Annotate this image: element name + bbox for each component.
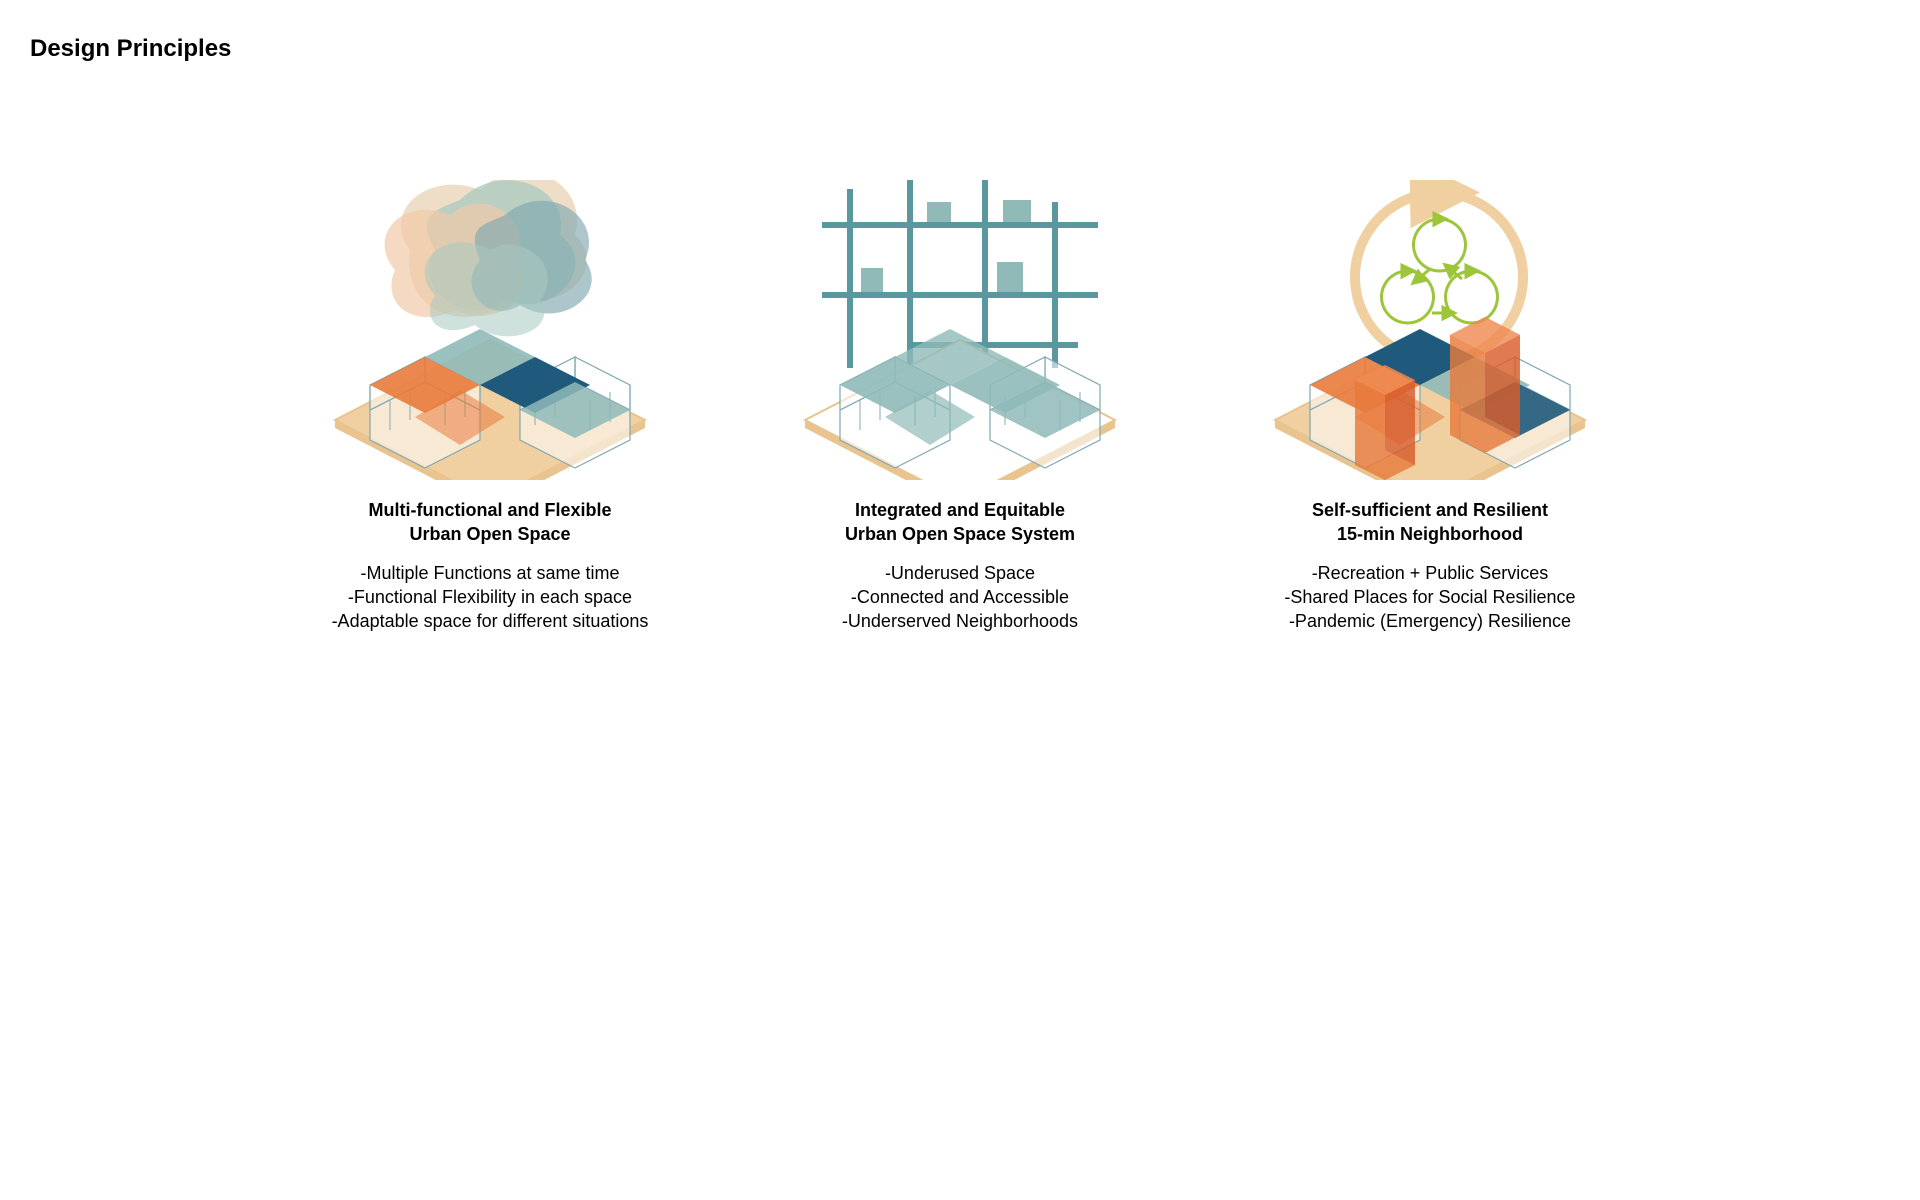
diagram-integrated <box>770 180 1150 480</box>
page-title: Design Principles <box>30 35 231 63</box>
title-line: 15-min Neighborhood <box>1284 522 1575 546</box>
principles-row: Multi-functional and Flexible Urban Open… <box>0 180 1920 633</box>
bullet: -Adaptable space for different situation… <box>332 609 649 633</box>
bullet: -Pandemic (Emergency) Resilience <box>1284 609 1575 633</box>
diagram-selfsufficient <box>1240 180 1620 480</box>
title-line: Multi-functional and Flexible <box>332 498 649 522</box>
principle-multifunctional: Multi-functional and Flexible Urban Open… <box>300 180 680 633</box>
principle-selfsufficient: Self-sufficient and Resilient 15-min Nei… <box>1240 180 1620 633</box>
caption-multifunctional: Multi-functional and Flexible Urban Open… <box>332 498 649 633</box>
caption-integrated: Integrated and Equitable Urban Open Spac… <box>842 498 1078 633</box>
title-line: Urban Open Space <box>332 522 649 546</box>
principle-integrated: Integrated and Equitable Urban Open Spac… <box>770 180 1150 633</box>
bullet: -Underserved Neighborhoods <box>842 609 1078 633</box>
bullet: -Connected and Accessible <box>842 585 1078 609</box>
caption-selfsufficient: Self-sufficient and Resilient 15-min Nei… <box>1284 498 1575 633</box>
bullet: -Functional Flexibility in each space <box>332 585 649 609</box>
bullet: -Multiple Functions at same time <box>332 561 649 585</box>
title-line: Integrated and Equitable <box>842 498 1078 522</box>
bullet: -Shared Places for Social Resilience <box>1284 585 1575 609</box>
bullet: -Underused Space <box>842 561 1078 585</box>
bullet: -Recreation + Public Services <box>1284 561 1575 585</box>
title-line: Self-sufficient and Resilient <box>1284 498 1575 522</box>
title-line: Urban Open Space System <box>842 522 1078 546</box>
diagram-multifunctional <box>300 180 680 480</box>
